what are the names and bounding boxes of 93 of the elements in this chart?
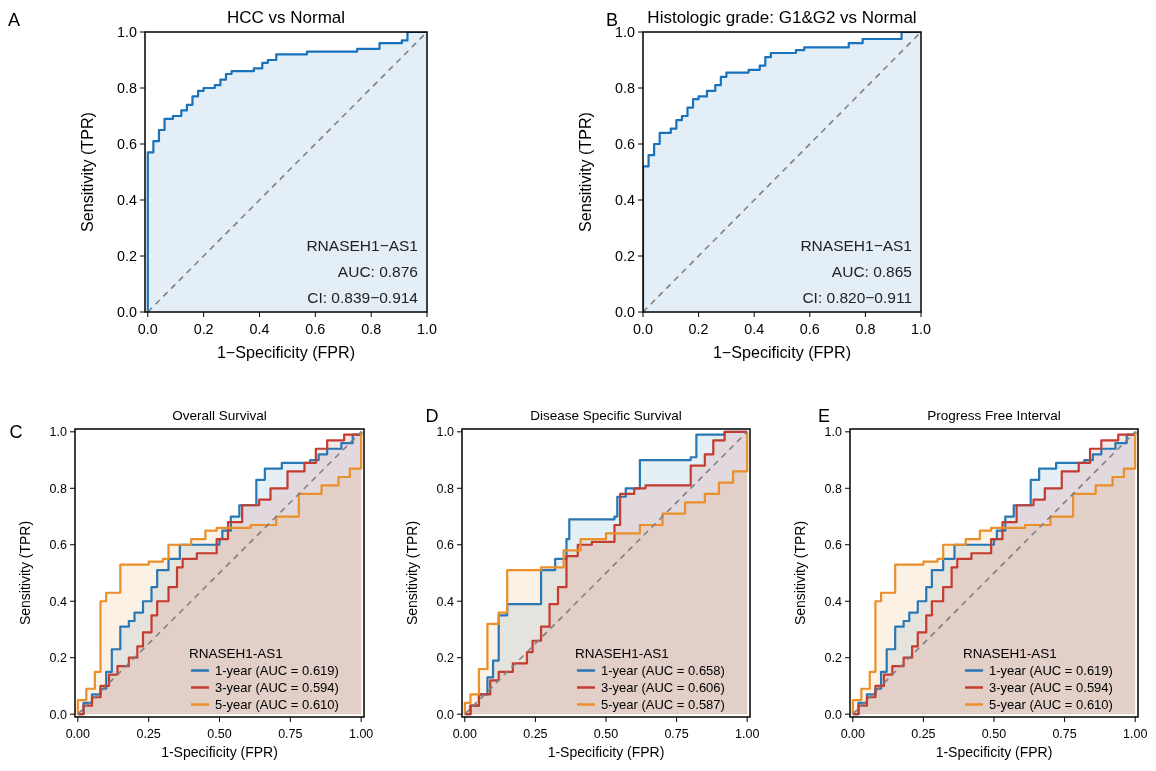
x-tick-label: 0.8 xyxy=(361,321,382,338)
text: E xyxy=(817,406,831,427)
y-tick-label: 1.0 xyxy=(117,24,138,41)
annotation: CI: 0.839−0.914 xyxy=(307,289,419,306)
y-tick-label: 0.4 xyxy=(436,594,455,609)
x-tick-label: 1.0 xyxy=(417,321,437,338)
annotation: AUC: 0.876 xyxy=(337,263,418,280)
x-tick-label: 0.4 xyxy=(744,321,765,338)
y-tick-label: 0.0 xyxy=(117,304,138,321)
legend-title: RNASEH1-AS1 xyxy=(575,646,669,661)
x-tick-label: 0.25 xyxy=(523,726,548,741)
x-tick-label: 0.2 xyxy=(688,321,709,338)
chart-title: Disease Specific Survival xyxy=(530,408,682,423)
y-tick-label: 0.2 xyxy=(49,651,68,666)
y-tick-label: 0.2 xyxy=(436,651,455,666)
x-tick-label: 0.4 xyxy=(249,321,270,338)
y-tick-label: 0.8 xyxy=(615,80,636,97)
y-tick-label: 0.2 xyxy=(117,248,138,265)
x-tick-label: 1.00 xyxy=(735,726,760,741)
x-tick-label: 1.00 xyxy=(1123,726,1148,741)
x-tick-label: 0.50 xyxy=(593,726,619,741)
y-axis-title: Sensitivity (TPR) xyxy=(792,520,808,626)
y-tick-label: 1.0 xyxy=(436,425,455,440)
x-axis-title: 1-Specificity (FPR) xyxy=(935,744,1053,760)
annotation: CI: 0.820−0.911 xyxy=(802,289,912,306)
legend-label: 3-year (AUC = 0.606) xyxy=(601,680,725,695)
x-tick-label: 0.25 xyxy=(911,726,936,741)
x-axis-title: 1−Specificity (FPR) xyxy=(216,343,356,361)
y-tick-label: 0.6 xyxy=(436,538,455,553)
y-tick-label: 0.0 xyxy=(49,707,68,722)
y-tick-label: 0.8 xyxy=(117,80,138,97)
y-axis-title: Sensitivity (TPR) xyxy=(576,112,595,232)
legend-label: 3-year (AUC = 0.594) xyxy=(989,680,1113,695)
y-tick-label: 0.4 xyxy=(824,594,843,609)
y-tick-label: 0.0 xyxy=(824,707,843,722)
text: C xyxy=(9,422,23,443)
annotation: RNASEH1−AS1 xyxy=(306,237,418,254)
legend-title: RNASEH1-AS1 xyxy=(189,646,283,661)
legend-label: 3-year (AUC = 0.594) xyxy=(215,680,339,695)
y-tick-label: 0.4 xyxy=(49,594,68,609)
chart-title: Overall Survival xyxy=(172,408,267,423)
legend-label: 5-year (AUC = 0.587) xyxy=(601,697,725,712)
x-tick-label: 0.6 xyxy=(305,321,326,338)
x-tick-label: 0.00 xyxy=(840,726,866,741)
legend-label: 1-year (AUC = 0.619) xyxy=(989,663,1113,678)
x-axis-title: 1−Specificity (FPR) xyxy=(712,343,852,361)
y-tick-label: 0.2 xyxy=(615,248,636,265)
y-tick-label: 0.8 xyxy=(824,481,843,496)
x-tick-label: 0.50 xyxy=(207,726,232,741)
x-tick-label: 0.8 xyxy=(855,321,876,338)
y-tick-label: 1.0 xyxy=(49,425,68,440)
y-tick-label: 0.4 xyxy=(615,192,636,209)
y-tick-label: 0.8 xyxy=(49,481,68,496)
x-tick-label: 0.6 xyxy=(799,321,820,338)
x-tick-label: 0.25 xyxy=(136,726,161,741)
chart-title: Progress Free Interval xyxy=(927,408,1061,423)
x-tick-label: 1.0 xyxy=(911,321,931,338)
x-tick-label: 0.00 xyxy=(65,726,91,741)
x-tick-label: 0.2 xyxy=(193,321,214,338)
y-axis-title: Sensitivity (TPR) xyxy=(404,520,420,626)
legend-title: RNASEH1-AS1 xyxy=(963,646,1057,661)
y-tick-label: 0.2 xyxy=(824,651,843,666)
x-tick-label: 0.0 xyxy=(137,321,158,338)
y-tick-label: 0.0 xyxy=(615,304,636,321)
y-tick-label: 0.8 xyxy=(436,481,455,496)
y-tick-label: 0.0 xyxy=(436,707,455,722)
x-tick-label: 0.00 xyxy=(452,726,478,741)
y-tick-label: 0.6 xyxy=(49,538,68,553)
y-tick-label: 0.6 xyxy=(824,538,843,553)
x-tick-label: 0.75 xyxy=(1052,726,1077,741)
y-tick-label: 0.4 xyxy=(117,192,138,209)
y-tick-label: 0.6 xyxy=(615,136,636,153)
x-tick-label: 0.50 xyxy=(981,726,1007,741)
x-axis-title: 1-Specificity (FPR) xyxy=(547,744,665,760)
x-tick-label: 0.0 xyxy=(633,321,653,338)
text: A xyxy=(7,10,21,31)
annotation: AUC: 0.865 xyxy=(831,263,912,280)
y-tick-label: 0.6 xyxy=(117,136,138,153)
y-axis-title: Sensitivity (TPR) xyxy=(17,520,33,626)
legend-label: 1-year (AUC = 0.658) xyxy=(601,663,725,678)
x-tick-label: 0.75 xyxy=(664,726,689,741)
y-axis-title: Sensitivity (TPR) xyxy=(78,112,97,232)
y-tick-label: 1.0 xyxy=(824,425,843,440)
chart-title: HCC vs Normal xyxy=(226,8,346,27)
x-tick-label: 0.75 xyxy=(278,726,303,741)
x-tick-label: 1.00 xyxy=(348,726,374,741)
legend-label: 1-year (AUC = 0.619) xyxy=(215,663,339,678)
text: D xyxy=(425,406,439,427)
annotation: RNASEH1−AS1 xyxy=(800,237,912,254)
x-axis-title: 1-Specificity (FPR) xyxy=(161,744,278,760)
legend-label: 5-year (AUC = 0.610) xyxy=(215,697,339,712)
legend-label: 5-year (AUC = 0.610) xyxy=(989,697,1113,712)
chart-title: Histologic grade: G1&G2 vs Normal xyxy=(647,8,917,27)
